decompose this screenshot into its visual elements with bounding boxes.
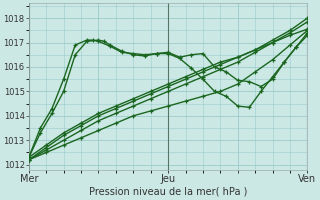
X-axis label: Pression niveau de la mer( hPa ): Pression niveau de la mer( hPa ): [89, 187, 247, 197]
